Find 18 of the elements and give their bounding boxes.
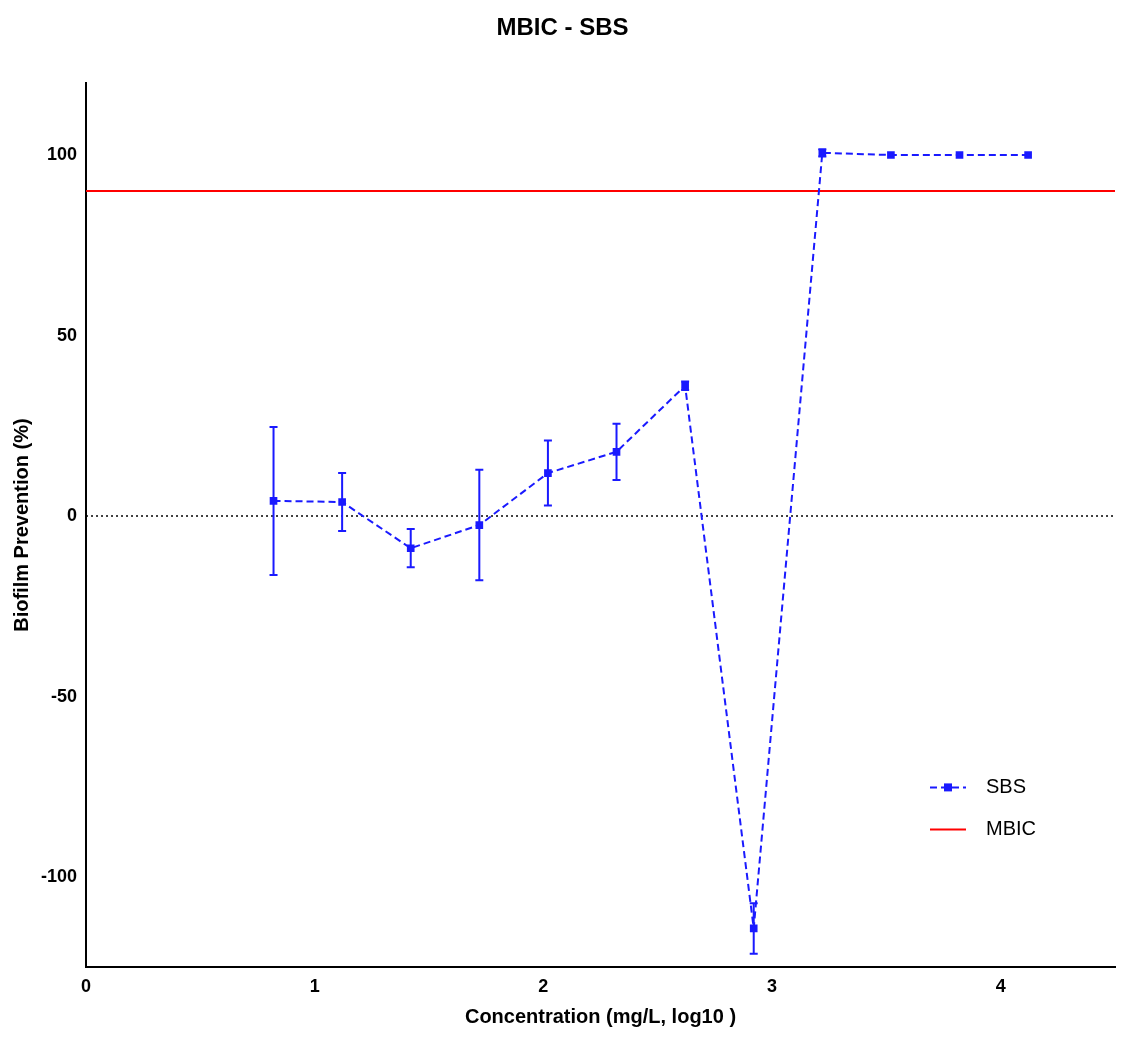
x-tick-label: 2 (538, 976, 549, 997)
y-tick-label: -100 (41, 866, 78, 887)
y-tick-label: 0 (67, 505, 78, 526)
x-tick-label: 0 (81, 976, 92, 997)
x-tick-label: 4 (995, 976, 1006, 997)
legend-label: MBIC (986, 816, 1036, 839)
point (1024, 151, 1032, 159)
point (955, 151, 964, 159)
point (887, 151, 895, 159)
y-tick-label: 100 (46, 143, 78, 164)
y-axis-title: Biofilm Prevention (%) (9, 418, 32, 632)
chart-title: MBIC - SBS (496, 13, 629, 41)
y-tick-label: -50 (51, 685, 78, 706)
x-tick-label: 1 (309, 976, 320, 997)
legend-label: SBS (986, 774, 1027, 797)
y-tick-label: 50 (57, 324, 78, 345)
x-tick-label: 3 (767, 976, 778, 997)
x-axis-title: Concentration (mg/L, log10 ) (464, 1004, 737, 1027)
